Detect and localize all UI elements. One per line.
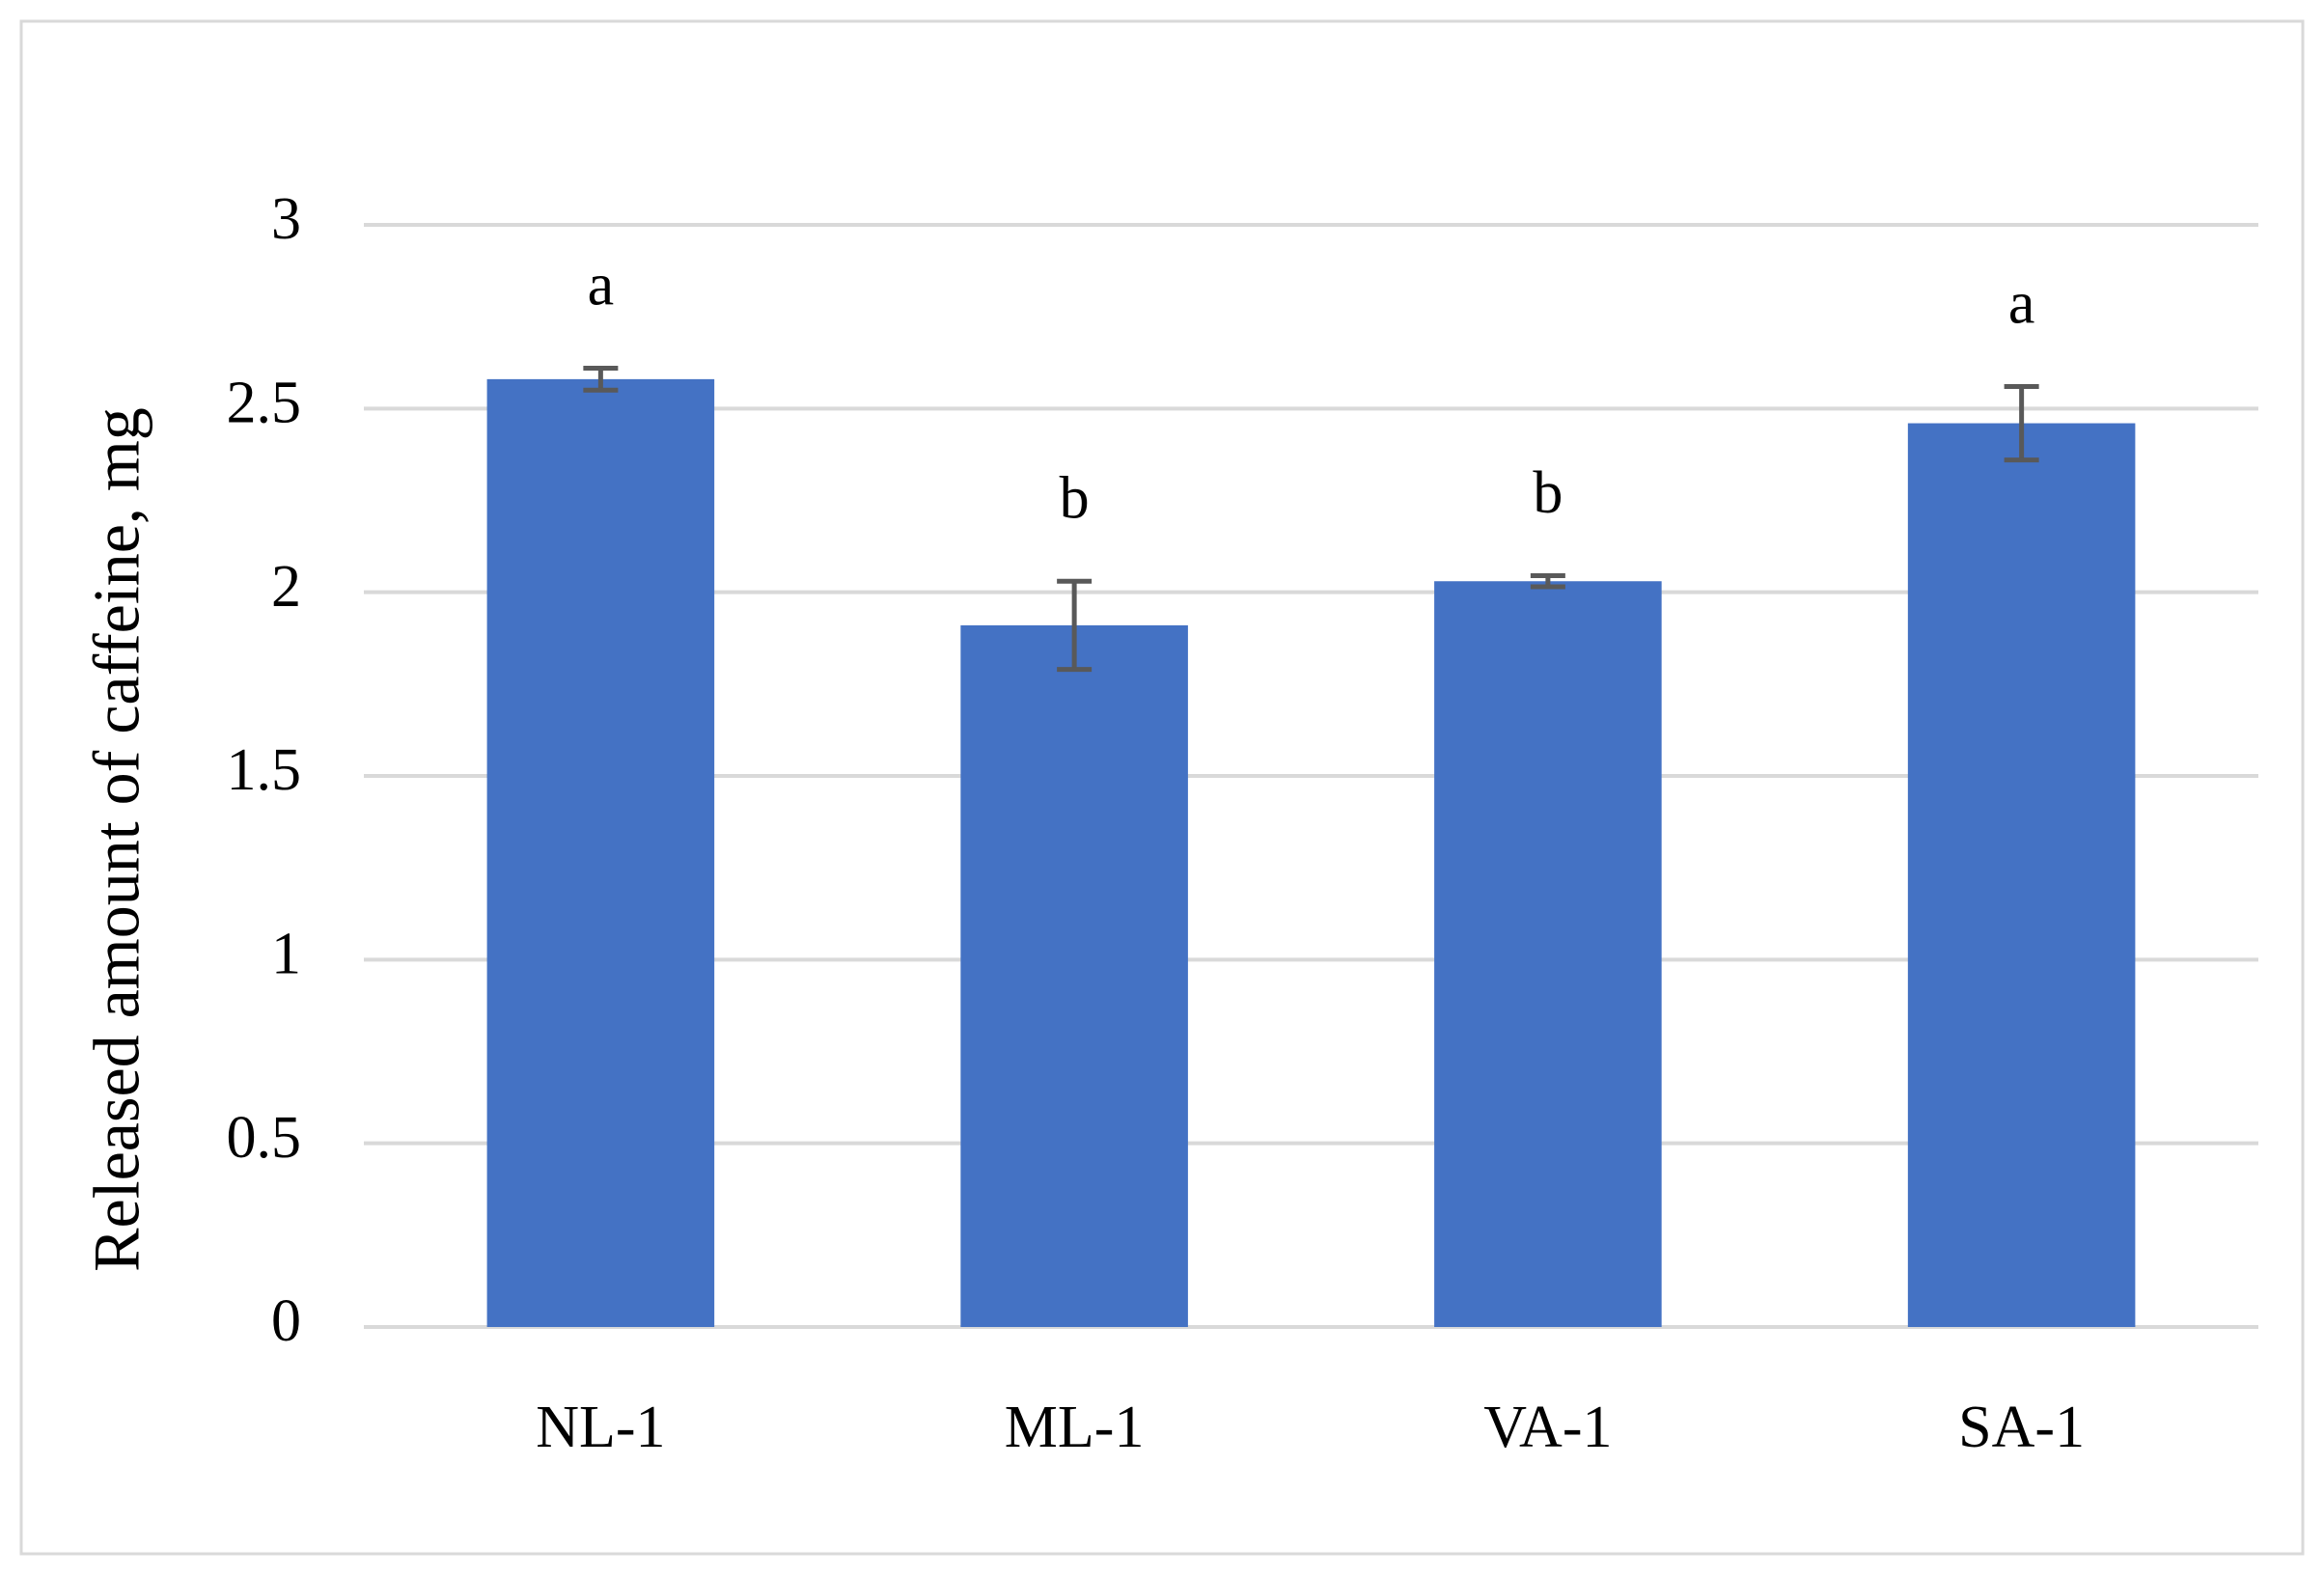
- x-tick-label: SA-1: [1958, 1395, 2085, 1460]
- bar: [1434, 581, 1662, 1327]
- bar: [1907, 423, 2136, 1327]
- x-tick-label: ML-1: [1005, 1395, 1145, 1460]
- bar: [486, 378, 715, 1327]
- y-tick-label: 0: [271, 1288, 301, 1354]
- significance-letter: b: [1060, 465, 1090, 531]
- significance-letter: a: [588, 253, 615, 318]
- error-bar: [583, 365, 619, 393]
- error-bar: [2004, 383, 2039, 463]
- x-tick-label: NL-1: [536, 1395, 665, 1460]
- y-tick-label: 2.5: [227, 371, 302, 436]
- significance-letter: b: [1533, 460, 1563, 526]
- error-bar: [1057, 578, 1093, 673]
- significance-letter: a: [2008, 271, 2035, 337]
- x-tick-label: VA-1: [1483, 1395, 1612, 1460]
- y-tick-label: 0.5: [227, 1105, 302, 1171]
- y-tick-label: 2: [271, 554, 301, 620]
- y-axis-title: Released amount of caffeine, mg: [80, 407, 153, 1272]
- y-tick-label: 1: [271, 922, 301, 987]
- y-tick-label: 3: [271, 186, 301, 252]
- error-bar: [1530, 573, 1565, 590]
- y-tick-label: 1.5: [227, 737, 302, 803]
- bar: [960, 624, 1188, 1327]
